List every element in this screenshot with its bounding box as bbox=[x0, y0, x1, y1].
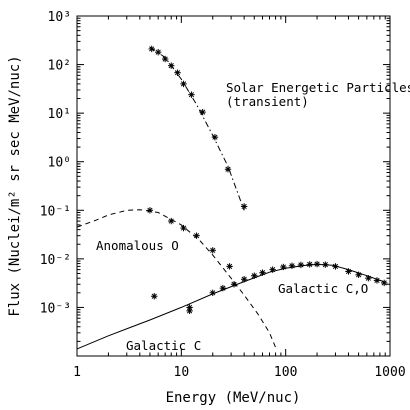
data-point bbox=[251, 272, 258, 279]
data-point bbox=[259, 269, 266, 276]
data-point bbox=[199, 108, 206, 116]
series-label: Solar Energetic Particles bbox=[226, 80, 410, 95]
data-point bbox=[211, 133, 219, 141]
x-tick-label: 1000 bbox=[374, 365, 405, 380]
data-point bbox=[313, 260, 321, 268]
data-point bbox=[345, 268, 352, 275]
series-label: Galactic C bbox=[126, 338, 201, 353]
series-labels: Solar Energetic Particles(transient) Anom… bbox=[96, 80, 410, 353]
x-tick-label: 1 bbox=[73, 365, 81, 380]
plot-frame bbox=[76, 15, 391, 357]
data-point bbox=[209, 289, 216, 297]
axis-ticks bbox=[76, 15, 391, 357]
y-tick-label: 10³ bbox=[48, 10, 71, 25]
x-tick-label: 10 bbox=[174, 365, 190, 380]
y-tick-labels: 10⁻³ 10⁻² 10⁻¹ 10⁰ 10¹ 10² 10³ bbox=[40, 10, 71, 316]
fit-curve bbox=[76, 209, 277, 348]
data-point bbox=[186, 307, 193, 315]
y-tick-label: 10⁰ bbox=[48, 156, 71, 171]
data-point bbox=[180, 224, 187, 232]
data-point bbox=[146, 207, 154, 214]
data-point bbox=[381, 279, 388, 287]
data-point bbox=[168, 217, 175, 225]
series-label: (transient) bbox=[226, 94, 309, 109]
data-point bbox=[209, 247, 216, 254]
data-point bbox=[193, 232, 200, 239]
data-point bbox=[355, 271, 362, 278]
data-point bbox=[322, 261, 329, 268]
data-point bbox=[280, 263, 287, 271]
data-point bbox=[288, 262, 296, 269]
data-point bbox=[174, 69, 181, 76]
data-markers bbox=[146, 45, 388, 315]
y-tick-label: 10⁻² bbox=[40, 253, 71, 268]
data-point bbox=[161, 55, 169, 63]
fit-curve bbox=[149, 46, 245, 211]
data-point bbox=[373, 277, 381, 284]
data-point bbox=[188, 91, 195, 98]
data-point bbox=[154, 48, 162, 56]
data-point bbox=[151, 293, 158, 300]
x-axis-title: Energy (MeV/nuc) bbox=[166, 390, 301, 406]
series-label: Anomalous O bbox=[96, 238, 179, 253]
x-tick-labels: 1 10 100 1000 bbox=[73, 365, 406, 380]
data-point bbox=[269, 266, 276, 273]
data-point bbox=[219, 284, 227, 292]
data-point bbox=[224, 166, 232, 173]
data-point bbox=[240, 276, 248, 283]
y-tick-label: 10¹ bbox=[48, 107, 71, 122]
y-tick-label: 10² bbox=[48, 59, 71, 74]
x-tick-label: 100 bbox=[274, 365, 297, 380]
data-point bbox=[180, 80, 187, 88]
plot-border bbox=[76, 15, 391, 357]
series-label: Galactic C,O bbox=[278, 281, 368, 296]
data-point bbox=[168, 62, 175, 69]
data-point bbox=[306, 261, 313, 268]
data-point bbox=[365, 274, 372, 282]
fit-curve bbox=[76, 263, 386, 350]
data-point bbox=[230, 281, 238, 288]
data-point bbox=[226, 263, 233, 270]
y-tick-label: 10⁻³ bbox=[40, 301, 71, 316]
data-point bbox=[240, 203, 248, 210]
y-axis-title: Flux (Nuclei/m² sr sec MeV/nuc) bbox=[7, 55, 23, 316]
data-point bbox=[148, 45, 155, 53]
data-point bbox=[297, 261, 305, 269]
data-point bbox=[332, 263, 339, 270]
y-tick-label: 10⁻¹ bbox=[40, 204, 71, 219]
